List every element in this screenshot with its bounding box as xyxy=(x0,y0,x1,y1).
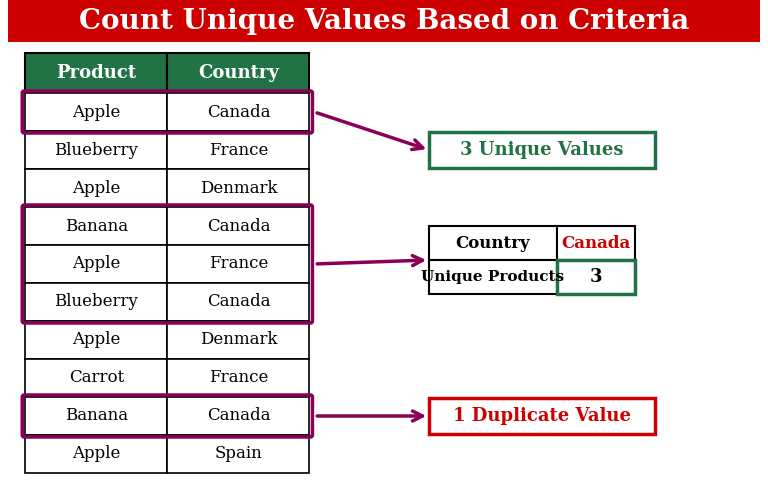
FancyBboxPatch shape xyxy=(25,397,167,435)
FancyBboxPatch shape xyxy=(25,359,167,397)
Text: Product: Product xyxy=(56,64,136,82)
Text: Denmark: Denmark xyxy=(200,331,277,349)
FancyBboxPatch shape xyxy=(25,53,167,93)
FancyBboxPatch shape xyxy=(167,245,310,283)
Text: Banana: Banana xyxy=(65,217,127,234)
FancyBboxPatch shape xyxy=(167,283,310,321)
Text: Country: Country xyxy=(198,64,279,82)
FancyBboxPatch shape xyxy=(25,321,167,359)
Text: Unique Products: Unique Products xyxy=(422,270,564,284)
FancyBboxPatch shape xyxy=(25,283,167,321)
Text: Blueberry: Blueberry xyxy=(55,141,138,158)
FancyBboxPatch shape xyxy=(557,260,635,294)
FancyBboxPatch shape xyxy=(25,435,167,473)
Text: Spain: Spain xyxy=(214,446,263,462)
FancyBboxPatch shape xyxy=(429,260,557,294)
FancyBboxPatch shape xyxy=(25,93,167,131)
FancyBboxPatch shape xyxy=(429,226,557,260)
Text: Count Unique Values Based on Criteria: Count Unique Values Based on Criteria xyxy=(79,8,689,35)
Text: Apple: Apple xyxy=(72,331,121,349)
FancyBboxPatch shape xyxy=(8,0,760,42)
Text: 3 Unique Values: 3 Unique Values xyxy=(460,141,624,159)
FancyBboxPatch shape xyxy=(167,435,310,473)
Text: Canada: Canada xyxy=(561,234,631,252)
FancyBboxPatch shape xyxy=(557,226,635,260)
FancyBboxPatch shape xyxy=(429,132,654,168)
FancyBboxPatch shape xyxy=(167,321,310,359)
FancyBboxPatch shape xyxy=(167,169,310,207)
FancyBboxPatch shape xyxy=(167,131,310,169)
Text: Carrot: Carrot xyxy=(68,370,124,386)
FancyBboxPatch shape xyxy=(167,207,310,245)
Text: Banana: Banana xyxy=(65,407,127,425)
Text: Canada: Canada xyxy=(207,407,270,425)
Text: Canada: Canada xyxy=(207,104,270,121)
FancyBboxPatch shape xyxy=(167,359,310,397)
FancyBboxPatch shape xyxy=(167,53,310,93)
FancyBboxPatch shape xyxy=(25,131,167,169)
Text: France: France xyxy=(209,370,268,386)
Text: Denmark: Denmark xyxy=(200,180,277,197)
FancyBboxPatch shape xyxy=(167,93,310,131)
FancyBboxPatch shape xyxy=(429,398,654,434)
FancyBboxPatch shape xyxy=(25,245,167,283)
Text: France: France xyxy=(209,141,268,158)
Text: Blueberry: Blueberry xyxy=(55,293,138,310)
Text: 1 Duplicate Value: 1 Duplicate Value xyxy=(453,407,631,425)
Text: 3: 3 xyxy=(590,268,602,286)
Text: Apple: Apple xyxy=(72,104,121,121)
FancyBboxPatch shape xyxy=(25,207,167,245)
Text: Apple: Apple xyxy=(72,180,121,197)
Text: France: France xyxy=(209,256,268,273)
Text: Country: Country xyxy=(455,234,530,252)
Text: Apple: Apple xyxy=(72,446,121,462)
FancyBboxPatch shape xyxy=(25,169,167,207)
FancyBboxPatch shape xyxy=(167,397,310,435)
Text: Canada: Canada xyxy=(207,293,270,310)
Text: Canada: Canada xyxy=(207,217,270,234)
Text: Apple: Apple xyxy=(72,256,121,273)
